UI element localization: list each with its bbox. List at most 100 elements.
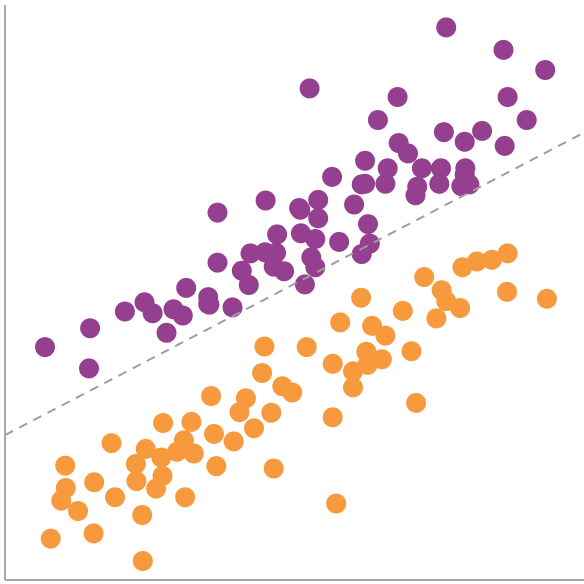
data-point-series2-25 <box>252 363 273 383</box>
data-point-series2-49 <box>263 458 284 479</box>
data-point-series2-48 <box>206 456 227 477</box>
data-point-series2-23 <box>322 353 343 374</box>
data-point-series1-64 <box>172 305 193 326</box>
data-point-series2-2 <box>481 249 502 270</box>
data-point-series1-26 <box>429 173 450 194</box>
data-point-series2-46 <box>55 455 76 476</box>
data-point-series2-8 <box>536 288 557 309</box>
dashed-divider-line <box>4 131 584 436</box>
data-point-series2-33 <box>261 402 282 423</box>
data-point-series1-16 <box>377 158 398 179</box>
data-point-series2-16 <box>375 325 396 346</box>
data-point-series2-35 <box>153 413 174 433</box>
data-point-series2-47 <box>125 453 146 474</box>
data-point-series1-30 <box>255 190 276 211</box>
data-point-series2-4 <box>452 257 473 278</box>
data-point-series1-2 <box>493 39 514 60</box>
data-point-series2-60 <box>132 505 153 525</box>
data-point-series2-37 <box>244 418 264 439</box>
data-point-series1-54 <box>294 274 315 295</box>
data-point-series2-28 <box>201 386 222 406</box>
data-point-series1-24 <box>375 173 396 194</box>
data-point-series2-56 <box>175 487 196 508</box>
data-point-series1-34 <box>207 202 228 223</box>
data-point-series2-45 <box>151 447 172 468</box>
data-point-series1-12 <box>454 131 475 152</box>
data-point-series2-13 <box>426 308 447 329</box>
data-point-series1-63 <box>142 303 163 324</box>
data-point-series1-9 <box>433 122 454 143</box>
data-point-series2-51 <box>126 471 147 492</box>
data-point-series1-48 <box>207 252 228 273</box>
data-point-series1-43 <box>351 244 372 264</box>
data-point-series1-3 <box>535 60 556 80</box>
data-point-series1-28 <box>459 174 480 195</box>
data-point-series2-10 <box>351 287 372 308</box>
data-point-series2-12 <box>392 300 413 321</box>
data-point-series2-20 <box>401 341 422 362</box>
data-point-series2-31 <box>406 392 427 413</box>
data-point-series2-38 <box>204 423 224 444</box>
data-point-series1-49 <box>305 257 326 278</box>
data-point-series1-41 <box>329 231 350 252</box>
data-point-series2-40 <box>223 431 244 452</box>
data-point-series2-42 <box>135 438 156 459</box>
data-point-series2-36 <box>181 411 202 432</box>
data-point-series1-36 <box>308 208 329 229</box>
data-point-series1-8 <box>516 110 537 130</box>
data-point-series2-5 <box>414 267 435 287</box>
data-point-series2-58 <box>326 493 347 514</box>
data-point-series1-18 <box>431 158 451 179</box>
data-point-series1-5 <box>387 87 408 107</box>
data-point-series2-24 <box>343 361 363 382</box>
data-point-series1-66 <box>156 322 177 343</box>
data-point-series2-41 <box>101 433 122 454</box>
data-point-series1-1 <box>436 17 457 38</box>
data-point-series2-57 <box>51 490 72 511</box>
data-point-series2-62 <box>40 528 61 549</box>
data-point-series1-23 <box>355 173 376 194</box>
data-point-series1-39 <box>267 224 288 245</box>
data-point-series2-59 <box>68 501 88 521</box>
data-point-series1-62 <box>114 301 135 322</box>
data-point-series2-34 <box>322 407 343 428</box>
data-point-series1-55 <box>176 277 197 298</box>
data-point-series1-31 <box>308 189 329 210</box>
data-point-series2-52 <box>84 472 105 493</box>
data-point-series1-60 <box>199 294 220 315</box>
data-point-series1-40 <box>305 229 326 249</box>
data-point-series1-61 <box>222 297 243 318</box>
data-point-series1-13 <box>494 135 515 156</box>
data-point-series1-6 <box>497 87 518 107</box>
data-point-series2-61 <box>83 523 104 544</box>
data-point-series1-14 <box>398 143 418 164</box>
data-point-series1-37 <box>358 214 378 235</box>
data-point-series2-17 <box>254 336 275 357</box>
data-point-series2-43 <box>167 441 187 462</box>
data-point-series1-52 <box>274 261 295 282</box>
data-point-series1-65 <box>80 318 101 339</box>
data-point-series1-15 <box>355 150 376 171</box>
data-point-series1-10 <box>472 120 493 141</box>
data-point-series2-32 <box>229 402 250 423</box>
data-point-series1-53 <box>238 275 259 295</box>
data-point-series2-18 <box>296 337 317 358</box>
data-point-series2-44 <box>183 443 204 464</box>
data-point-series1-17 <box>411 158 432 179</box>
data-point-series2-6 <box>497 281 517 302</box>
data-point-series1-7 <box>367 110 388 130</box>
data-points <box>35 17 557 571</box>
data-point-series1-29 <box>405 185 426 206</box>
data-point-series2-11 <box>450 298 471 318</box>
data-point-series1-67 <box>35 337 55 358</box>
data-point-series2-54 <box>146 478 167 499</box>
data-point-series1-20 <box>322 166 343 187</box>
data-point-series2-1 <box>497 243 518 264</box>
data-point-series2-26 <box>343 377 363 398</box>
data-point-series1-35 <box>289 198 310 218</box>
data-point-series2-14 <box>330 312 351 333</box>
data-point-series1-4 <box>299 78 320 99</box>
data-point-series2-55 <box>105 487 125 508</box>
